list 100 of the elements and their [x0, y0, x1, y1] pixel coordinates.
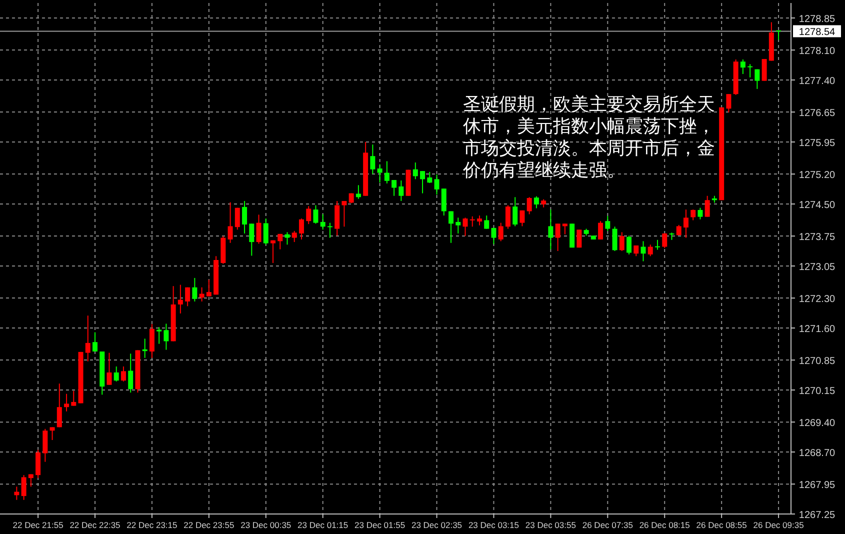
candlestick	[64, 393, 70, 412]
candlestick	[156, 326, 162, 344]
candlestick	[470, 216, 475, 228]
candlestick	[377, 164, 382, 184]
candlestick	[612, 226, 618, 252]
candlestick	[754, 68, 760, 90]
candlestick	[484, 215, 490, 230]
candlestick	[498, 222, 504, 242]
candlestick	[292, 230, 297, 243]
candlestick	[441, 188, 446, 216]
candlestick	[776, 30, 782, 40]
candlestick	[36, 449, 41, 479]
candlestick	[704, 195, 710, 218]
y-tick-label: 1278.10	[798, 46, 836, 58]
candlestick	[298, 218, 304, 240]
candlestick	[120, 366, 126, 382]
y-tick-label: 1268.70	[798, 448, 836, 459]
candlestick	[740, 58, 746, 74]
candlestick	[185, 286, 190, 307]
candlestick	[476, 215, 482, 226]
candlestick	[427, 171, 432, 184]
y-tick-label: 1267.25	[798, 510, 836, 521]
candlestick	[192, 277, 198, 302]
candlestick	[626, 235, 632, 255]
x-tick-label: 26 Dec 07:35	[582, 520, 634, 530]
candlestick	[384, 160, 390, 184]
candlestick	[690, 209, 696, 221]
candlestick	[648, 244, 653, 257]
candlestick	[669, 232, 674, 240]
candlestick	[662, 232, 668, 249]
candlestick	[270, 240, 276, 264]
candlestick	[178, 284, 183, 314]
candlestick	[505, 204, 510, 230]
candlestick	[106, 352, 112, 386]
candlestick	[683, 209, 688, 238]
candlestick	[555, 223, 560, 252]
candlestick	[605, 215, 610, 232]
candlestick	[71, 390, 76, 406]
ref-line-label: 1278.54	[798, 27, 836, 38]
y-tick-label: 1273.05	[798, 262, 836, 273]
candlestick	[434, 174, 440, 196]
x-tick-label: 23 Dec 01:55	[354, 520, 406, 530]
candlestick	[570, 223, 575, 248]
x-tick-label: 26 Dec 08:15	[639, 520, 690, 530]
candlestick	[284, 232, 290, 246]
candlestick	[512, 196, 518, 227]
y-tick-label: 1267.95	[798, 480, 836, 492]
candlestick	[92, 332, 98, 352]
x-tick-label: 23 Dec 02:35	[411, 520, 462, 530]
x-tick-label: 26 Dec 08:55	[696, 520, 748, 530]
candlestick	[448, 210, 454, 244]
candlestick	[149, 324, 154, 358]
candlestick	[726, 94, 732, 113]
candlestick	[206, 279, 212, 297]
y-tick-label: 1272.30	[798, 294, 836, 306]
candlestick	[21, 474, 26, 500]
candlestick	[342, 200, 347, 228]
y-tick-label: 1276.65	[798, 108, 836, 120]
y-tick-label: 1269.40	[798, 418, 836, 430]
y-tick-label: 1270.85	[798, 356, 836, 368]
candlestick	[320, 214, 326, 230]
x-tick-label: 22 Dec 23:55	[184, 520, 234, 530]
y-tick-label: 1271.60	[798, 324, 836, 335]
candlestick	[114, 366, 119, 382]
candlestick	[562, 223, 568, 235]
candlestick	[334, 200, 340, 236]
candlestick	[128, 353, 134, 394]
candlestick	[654, 239, 660, 250]
candlestick	[462, 217, 468, 237]
candlestick	[598, 220, 604, 240]
x-tick-label: 22 Dec 21:55	[12, 520, 64, 530]
candlestick	[698, 207, 703, 220]
candlestick	[370, 144, 376, 175]
candlestick	[398, 180, 404, 202]
x-tick-label: 22 Dec 23:15	[126, 520, 178, 530]
candlestick	[456, 217, 461, 234]
candlestick	[640, 240, 646, 262]
x-tick-label: 23 Dec 01:15	[298, 520, 348, 530]
candlestick	[263, 218, 268, 246]
x-tick-label: 23 Dec 03:15	[468, 520, 520, 530]
candlestick	[491, 227, 496, 245]
candlestick	[313, 204, 318, 224]
candlestick	[42, 428, 48, 462]
candlestick	[56, 383, 62, 428]
candlestick	[228, 202, 233, 244]
candlestick	[249, 223, 254, 256]
candlestick	[199, 286, 204, 302]
candlestick	[278, 233, 283, 250]
candlestick	[164, 323, 169, 350]
candlestick	[762, 58, 767, 82]
annotation: 圣诞假期，欧美主要交易所全天休市，美元指数小幅震荡下挫，市场交投清淡。本周开市后，金价仍有望继续走强。	[462, 94, 715, 180]
x-tick-label: 23 Dec 03:55	[525, 520, 576, 530]
candlestick	[420, 170, 426, 194]
candlestick	[256, 214, 262, 244]
candlestick	[619, 232, 624, 252]
candlestick	[392, 180, 397, 196]
candlestick	[412, 162, 418, 180]
y-tick-label: 1275.95	[798, 138, 836, 149]
candlestick	[242, 200, 248, 234]
candlestick	[50, 426, 55, 441]
